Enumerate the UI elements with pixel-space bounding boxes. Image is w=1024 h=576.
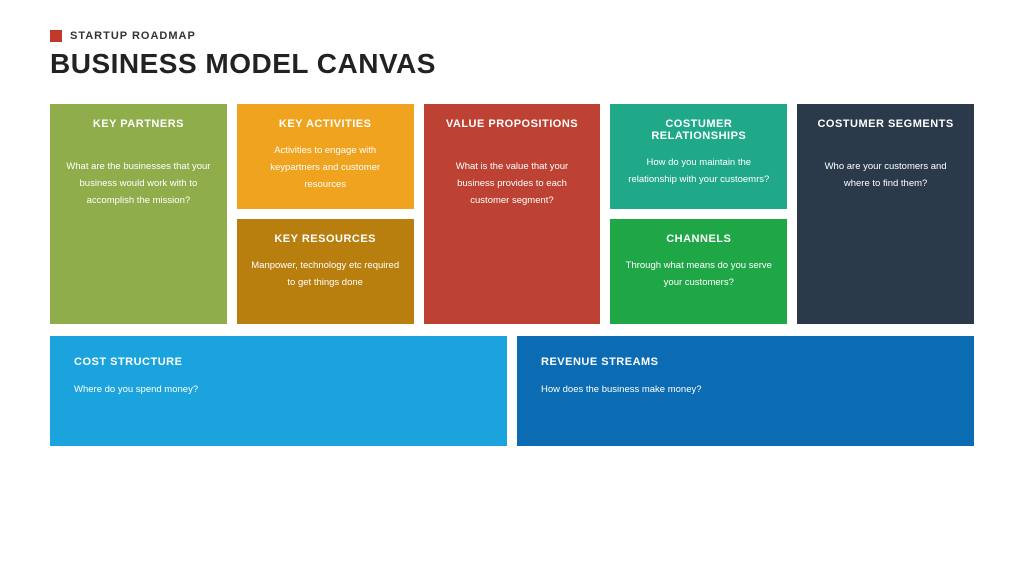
subtitle: STARTUP ROADMAP: [70, 30, 196, 42]
block-body: Through what means do you serve your cus…: [624, 257, 774, 291]
block-customer-segments: COSTUMER SEGMENTS Who are your customers…: [797, 104, 974, 324]
col-customer-segments: COSTUMER SEGMENTS Who are your customers…: [797, 104, 974, 324]
canvas-top-row: KEY PARTNERS What are the businesses tha…: [50, 104, 974, 324]
block-title: COST STRUCTURE: [74, 356, 483, 368]
block-key-resources: KEY RESOURCES Manpower, technology etc r…: [237, 219, 414, 324]
block-body: What is the value that your business pro…: [437, 158, 587, 209]
block-title: COSTUMER RELATIONSHIPS: [622, 118, 775, 142]
block-cost-structure: COST STRUCTURE Where do you spend money?: [50, 336, 507, 446]
canvas-bottom-row: COST STRUCTURE Where do you spend money?…: [50, 336, 974, 446]
block-body: How does the business make money?: [541, 382, 950, 397]
block-title: COSTUMER SEGMENTS: [817, 118, 953, 130]
block-key-partners: KEY PARTNERS What are the businesses tha…: [50, 104, 227, 324]
col-key-activities-resources: KEY ACTIVITIES Activities to engage with…: [237, 104, 414, 324]
block-title: KEY RESOURCES: [274, 233, 376, 245]
block-title: KEY ACTIVITIES: [279, 118, 372, 130]
page-title: BUSINESS MODEL CANVAS: [50, 48, 974, 80]
block-body: Activities to engage with keypartners an…: [250, 142, 400, 193]
block-body: Manpower, technology etc required to get…: [250, 257, 400, 291]
header: STARTUP ROADMAP: [50, 30, 974, 42]
block-title: KEY PARTNERS: [93, 118, 184, 130]
block-value-propositions: VALUE PROPOSITIONS What is the value tha…: [424, 104, 601, 324]
block-body: What are the businesses that your busine…: [63, 158, 213, 209]
block-body: Who are your customers and where to find…: [811, 158, 961, 192]
block-key-activities: KEY ACTIVITIES Activities to engage with…: [237, 104, 414, 209]
accent-icon: [50, 30, 62, 42]
col-value-propositions: VALUE PROPOSITIONS What is the value tha…: [424, 104, 601, 324]
block-title: VALUE PROPOSITIONS: [446, 118, 578, 130]
col-key-partners: KEY PARTNERS What are the businesses tha…: [50, 104, 227, 324]
block-title: REVENUE STREAMS: [541, 356, 950, 368]
block-revenue-streams: REVENUE STREAMS How does the business ma…: [517, 336, 974, 446]
col-relationships-channels: COSTUMER RELATIONSHIPS How do you mainta…: [610, 104, 787, 324]
block-customer-relationships: COSTUMER RELATIONSHIPS How do you mainta…: [610, 104, 787, 209]
block-title: CHANNELS: [666, 233, 731, 245]
block-body: Where do you spend money?: [74, 382, 483, 397]
block-channels: CHANNELS Through what means do you serve…: [610, 219, 787, 324]
block-body: How do you maintain the relationship wit…: [624, 154, 774, 188]
